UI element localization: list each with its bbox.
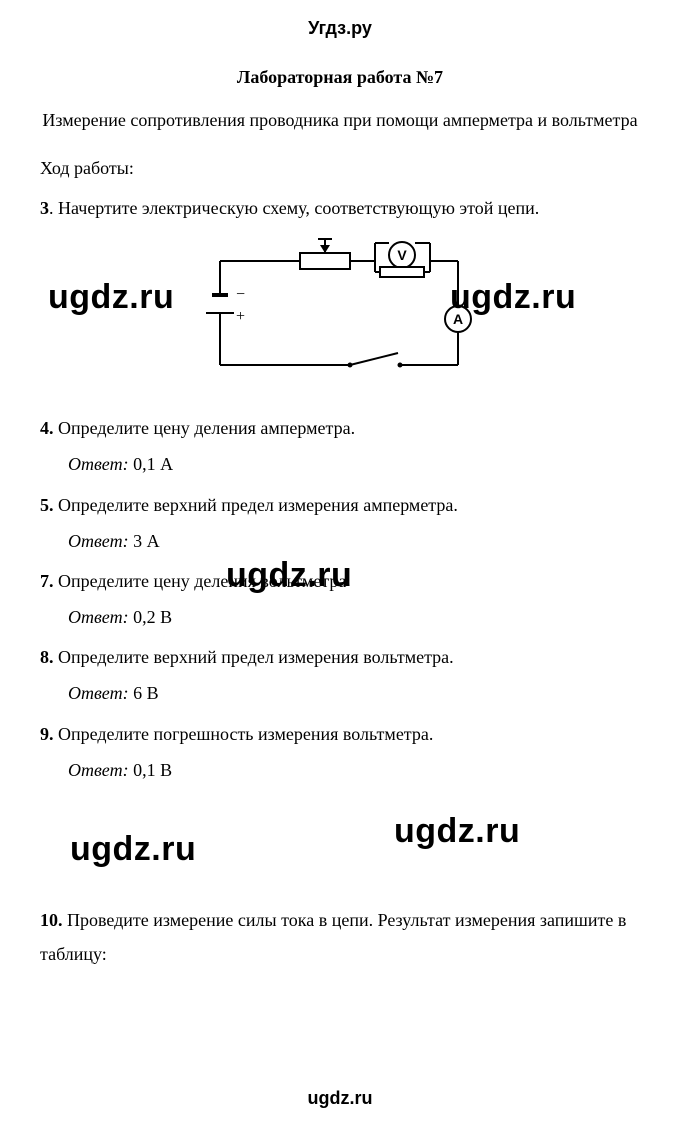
step-9-text: Определите погрешность измерения вольтме… — [54, 724, 434, 744]
answer-7: Ответ: 0,2 В — [68, 600, 640, 634]
step-7: 7. Определите цену деления вольтметра — [40, 564, 640, 598]
step-10: 10. Проведите измерение силы тока в цепи… — [40, 903, 640, 971]
lab-subtitle: Измерение сопротивления проводника при п… — [40, 106, 640, 135]
answer-9-value: 0,1 В — [133, 760, 172, 780]
answer-label: Ответ: — [68, 683, 133, 703]
resistor — [380, 267, 424, 277]
answer-8-value: 6 В — [133, 683, 159, 703]
step-8-num: 8. — [40, 647, 54, 667]
rheostat — [300, 253, 350, 269]
battery-plus: + — [236, 308, 245, 325]
switch-blade — [350, 353, 398, 365]
lab-title: Лабораторная работа №7 — [40, 67, 640, 88]
spacer — [40, 787, 640, 897]
page: Угдз.ру Лабораторная работа №7 Измерение… — [0, 0, 680, 1127]
step-10-text: Проведите измерение силы тока в цепи. Ре… — [40, 910, 626, 964]
brand-bottom: ugdz.ru — [0, 1088, 680, 1109]
work-progress-label: Ход работы: — [40, 151, 640, 185]
step-9-num: 9. — [40, 724, 54, 744]
answer-5-value: 3 А — [133, 531, 160, 551]
step-3: 3. Начертите электрическую схему, соотве… — [40, 191, 640, 225]
step-4-text: Определите цену деления амперметра. — [54, 418, 356, 438]
step-5-num: 5. — [40, 495, 54, 515]
answer-4-value: 0,1 А — [133, 454, 173, 474]
step-9: 9. Определите погрешность измерения воль… — [40, 717, 640, 751]
answer-label: Ответ: — [68, 454, 133, 474]
step-8: 8. Определите верхний предел измерения в… — [40, 640, 640, 674]
answer-label: Ответ: — [68, 760, 133, 780]
step-7-num: 7. — [40, 571, 54, 591]
brand-top: Угдз.ру — [40, 18, 640, 39]
switch-terminal-right — [398, 363, 403, 368]
answer-4: Ответ: 0,1 А — [68, 447, 640, 481]
step-10-num: 10. — [40, 910, 63, 930]
step-4: 4. Определите цену деления амперметра. — [40, 411, 640, 445]
answer-8: Ответ: 6 В — [68, 676, 640, 710]
circuit-diagram: V A — [190, 233, 490, 393]
ammeter-label: A — [453, 311, 463, 327]
answer-7-value: 0,2 В — [133, 607, 172, 627]
answer-label: Ответ: — [68, 531, 133, 551]
answer-9: Ответ: 0,1 В — [68, 753, 640, 787]
step-3-num: 3 — [40, 198, 49, 218]
rheostat-arrow-head — [320, 245, 330, 253]
step-8-text: Определите верхний предел измерения воль… — [54, 647, 454, 667]
answer-5: Ответ: 3 А — [68, 524, 640, 558]
step-5: 5. Определите верхний предел измерения а… — [40, 488, 640, 522]
answer-label: Ответ: — [68, 607, 133, 627]
step-3-text: . Начертите электрическую схему, соответ… — [49, 198, 539, 218]
battery-minus: − — [236, 286, 245, 303]
step-7-text: Определите цену деления вольтметра — [54, 571, 347, 591]
step-5-text: Определите верхний предел измерения ампе… — [54, 495, 458, 515]
voltmeter-label: V — [397, 247, 407, 263]
step-4-num: 4. — [40, 418, 54, 438]
circuit-diagram-wrap: V A — [40, 233, 640, 393]
